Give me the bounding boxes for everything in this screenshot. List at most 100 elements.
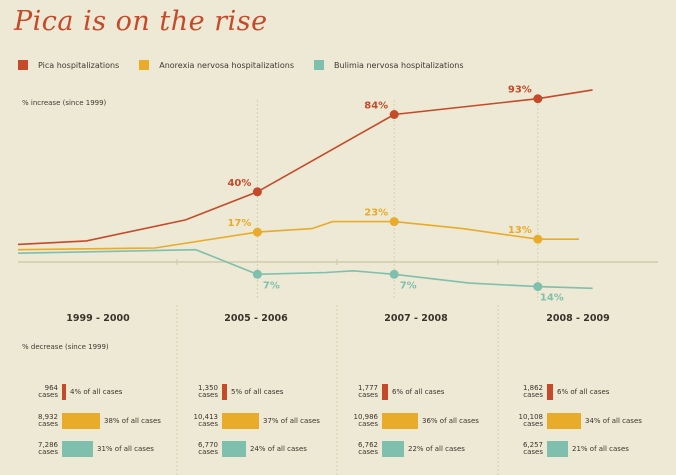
share-bar [547, 441, 568, 457]
legend-swatch [18, 60, 28, 70]
data-point [389, 269, 399, 279]
case-row: 6,762 cases 22% of all cases [350, 441, 465, 457]
series-line [17, 248, 593, 290]
case-unit: cases [358, 391, 378, 399]
legend-item-pica: Pica hospitalizations [18, 60, 119, 70]
case-row: 7,286 cases 31% of all cases [30, 441, 154, 457]
case-number: 10,108 [518, 412, 544, 421]
series-line [17, 220, 579, 251]
share-label: 24% of all cases [250, 445, 307, 453]
case-count: 1,862 cases [515, 383, 543, 400]
case-number: 1,350 [197, 383, 218, 392]
data-point [533, 94, 543, 104]
share-label: 37% of all cases [263, 417, 320, 425]
case-count: 10,108 cases [515, 412, 544, 429]
case-row: 10,413 cases 37% of all cases [190, 413, 320, 429]
share-label: 6% of all cases [557, 388, 610, 396]
case-row: 1,862 cases 6% of all cases [515, 384, 609, 400]
data-label: 84% [364, 100, 388, 111]
period-label: 2005 - 2006 [224, 313, 288, 324]
share-label: 21% of all cases [572, 445, 629, 453]
case-count: 10,413 cases [190, 412, 219, 429]
data-point [252, 269, 262, 279]
case-row: 1,350 cases 5% of all cases [190, 384, 283, 400]
case-number: 7,286 [37, 440, 58, 449]
case-count: 8,932 cases [30, 412, 58, 429]
case-row: 1,777 cases 6% of all cases [350, 384, 444, 400]
data-label: 93% [508, 85, 532, 96]
case-number: 964 [44, 383, 58, 392]
data-label: 14% [540, 293, 564, 304]
case-count: 6,762 cases [350, 441, 378, 457]
legend-swatch [139, 60, 150, 70]
data-label: 7% [263, 280, 280, 291]
case-row: 8,932 cases 38% of all cases [30, 413, 161, 429]
data-point [533, 234, 543, 244]
case-unit: cases [523, 448, 543, 456]
legend-label: Pica hospitalizations [38, 60, 120, 70]
case-unit: cases [358, 448, 378, 456]
share-bar [62, 384, 66, 400]
case-count: 6,770 cases [190, 440, 218, 457]
share-label: 5% of all cases [231, 388, 284, 396]
case-count: 1,350 cases [190, 383, 218, 400]
share-bar [382, 413, 418, 429]
case-row: 10,108 cases 34% of all cases [515, 413, 642, 429]
case-number: 6,257 [522, 440, 543, 449]
case-number: 1,777 [357, 383, 378, 392]
share-bar [62, 413, 100, 429]
share-bar [222, 384, 227, 400]
legend-item-anorexia: Anorexia nervosa hospitalizations [139, 60, 294, 70]
case-count: 10,986 cases [350, 413, 379, 429]
case-unit: cases [358, 420, 378, 428]
case-unit: cases [38, 391, 58, 399]
case-number: 1,862 [522, 383, 543, 392]
data-point [533, 282, 543, 292]
case-unit: cases [198, 391, 218, 399]
share-label: 4% of all cases [70, 388, 123, 396]
data-label: 40% [227, 178, 251, 189]
case-row: 6,257 cases 21% of all cases [515, 441, 629, 457]
share-bar [222, 413, 259, 429]
case-number: 10,413 [193, 412, 219, 421]
case-row: 10,986 cases 36% of all cases [350, 413, 479, 429]
share-label: 31% of all cases [97, 445, 154, 453]
case-count: 6,257 cases [515, 440, 543, 457]
case-number: 6,770 [197, 440, 218, 449]
share-label: 36% of all cases [422, 417, 479, 425]
axis-increase-label: % increase (since 1999) [22, 99, 107, 107]
share-bar [62, 441, 93, 457]
data-label: 7% [400, 280, 417, 291]
data-label: 13% [508, 225, 532, 236]
legend: Pica hospitalizations Anorexia nervosa h… [18, 60, 484, 70]
legend-label: Bulimia nervosa hospitalizations [334, 60, 464, 70]
legend-item-bulimia: Bulimia nervosa hospitalizations [314, 60, 464, 70]
case-row: 6,770 cases 24% of all cases [190, 441, 307, 457]
series-line [17, 89, 593, 246]
case-unit: cases [38, 420, 58, 428]
axis-decrease-label: % decrease (since 1999) [22, 343, 109, 351]
case-row: 964 cases 4% of all cases [30, 384, 122, 400]
data-label: 17% [227, 218, 251, 229]
case-number: 8,932 [37, 412, 58, 421]
case-count: 964 cases [30, 383, 58, 400]
share-bar [222, 441, 246, 457]
data-point [252, 187, 262, 197]
chart-title: Pica is on the rise [14, 6, 268, 37]
case-unit: cases [523, 391, 543, 399]
share-label: 22% of all cases [408, 445, 465, 453]
legend-swatch [314, 60, 325, 70]
period-label: 2008 - 2009 [546, 313, 610, 324]
case-unit: cases [198, 420, 218, 428]
case-unit: cases [523, 420, 543, 428]
share-label: 6% of all cases [392, 388, 445, 396]
share-bar [547, 413, 581, 429]
share-bar [382, 441, 404, 457]
share-label: 38% of all cases [104, 417, 161, 425]
case-unit: cases [38, 448, 58, 456]
share-label: 34% of all cases [585, 417, 642, 425]
share-bar [547, 384, 553, 400]
data-point [389, 217, 399, 227]
case-unit: cases [198, 448, 218, 456]
